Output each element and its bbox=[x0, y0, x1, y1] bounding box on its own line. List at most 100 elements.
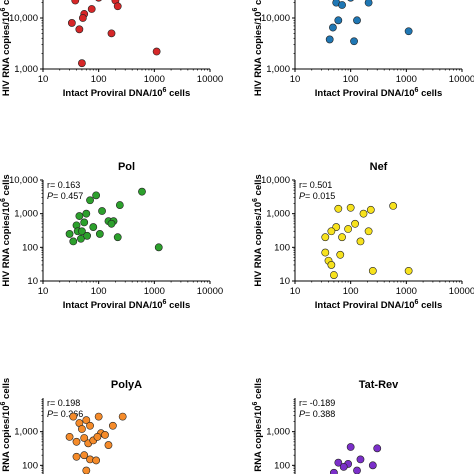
y-axis-title: HIV RNA copies/106 cells bbox=[252, 0, 264, 96]
data-point bbox=[87, 5, 96, 13]
y-tick-label: 1,000 bbox=[14, 209, 38, 220]
data-point bbox=[78, 59, 86, 68]
data-point bbox=[77, 234, 85, 243]
data-point bbox=[108, 421, 117, 430]
data-point bbox=[138, 187, 146, 196]
data-point bbox=[78, 425, 86, 433]
x-tick-label: 1000 bbox=[144, 286, 165, 297]
data-point bbox=[364, 227, 373, 236]
data-point bbox=[86, 196, 94, 205]
y-tick-label: 1,000 bbox=[266, 64, 290, 75]
data-point bbox=[353, 466, 361, 474]
data-point bbox=[339, 462, 348, 471]
data-point bbox=[404, 27, 413, 36]
data-point bbox=[80, 434, 89, 442]
y-tick-label: 1,000 bbox=[14, 427, 38, 438]
y-tick-label: 100 bbox=[274, 242, 290, 253]
y-tick-label: 1,000 bbox=[266, 427, 290, 438]
data-point bbox=[92, 191, 101, 200]
data-point bbox=[107, 29, 116, 38]
x-tick-label: 100 bbox=[343, 74, 359, 85]
x-tick-label: 10000 bbox=[449, 286, 474, 297]
data-point bbox=[86, 421, 94, 430]
data-point bbox=[154, 243, 163, 252]
data-point bbox=[71, 0, 80, 5]
data-point bbox=[107, 219, 116, 228]
chart-panel-2: 1,000 10,000 10 100 1000 10000 Intact Proviral… bbox=[252, 0, 474, 99]
data-point bbox=[67, 19, 76, 27]
stat-p: P= 0.388 bbox=[299, 409, 335, 419]
data-point bbox=[82, 416, 91, 425]
stat-r: r= 0.198 bbox=[47, 398, 80, 408]
y-axis-title: HIV RNA copies/106 cells bbox=[252, 174, 264, 286]
data-point bbox=[94, 412, 103, 421]
data-point bbox=[364, 0, 373, 7]
data-point bbox=[389, 202, 398, 210]
y-axis-title: HIV RNA copies/106 cells bbox=[0, 378, 12, 474]
x-tick-label: 10000 bbox=[197, 286, 223, 297]
data-point bbox=[75, 212, 84, 220]
data-point bbox=[65, 230, 74, 238]
data-point bbox=[346, 443, 355, 451]
x-tick-label: 100 bbox=[91, 74, 107, 85]
data-point bbox=[80, 218, 89, 227]
x-tick-label: 100 bbox=[91, 286, 107, 297]
data-point bbox=[404, 266, 413, 275]
stat-r: r= 0.163 bbox=[47, 180, 80, 190]
data-point bbox=[95, 230, 104, 238]
panel-title: PolyA bbox=[111, 379, 142, 391]
data-point bbox=[356, 455, 365, 464]
data-point bbox=[72, 437, 81, 446]
data-point bbox=[83, 231, 92, 240]
x-tick-label: 10 bbox=[290, 74, 301, 85]
data-point bbox=[368, 266, 377, 275]
data-point bbox=[350, 37, 358, 46]
data-point bbox=[329, 23, 337, 32]
data-point bbox=[115, 201, 124, 209]
data-point bbox=[98, 207, 106, 215]
panel-title: Tat-Rev bbox=[359, 379, 399, 391]
data-point bbox=[373, 444, 382, 453]
y-axis-title: HIV RNA copies/106 cells bbox=[0, 0, 12, 96]
data-point bbox=[347, 0, 354, 2]
data-point bbox=[69, 412, 78, 421]
data-point bbox=[113, 233, 122, 242]
data-point bbox=[325, 35, 334, 44]
x-tick-label: 100 bbox=[343, 286, 359, 297]
y-tick-label: 100 bbox=[22, 242, 38, 253]
data-point bbox=[65, 432, 74, 441]
data-point bbox=[330, 468, 338, 474]
x-axis-title: Intact Proviral DNA/106 cells bbox=[315, 87, 442, 99]
chart-panel-3: 10 100 1,000 10,000 10 100 1000 10000 Intact Pro… bbox=[0, 161, 223, 311]
y-tick-label: 10 bbox=[27, 276, 38, 287]
panel-title: Nef bbox=[370, 161, 388, 173]
y-tick-label: 1,000 bbox=[14, 64, 38, 75]
data-point bbox=[338, 233, 346, 242]
y-axis-title: HIV RNA copies/106 cells bbox=[0, 174, 12, 286]
y-tick-label: 10,000 bbox=[261, 13, 290, 24]
data-point bbox=[95, 0, 102, 2]
x-tick-label: 1000 bbox=[396, 74, 417, 85]
x-tick-label: 1000 bbox=[144, 74, 165, 85]
x-tick-label: 1000 bbox=[396, 286, 417, 297]
data-point bbox=[113, 2, 122, 11]
data-point bbox=[78, 227, 86, 236]
data-point bbox=[344, 225, 353, 233]
data-point bbox=[334, 16, 343, 25]
data-point bbox=[321, 233, 330, 242]
data-point bbox=[78, 14, 87, 22]
data-point bbox=[152, 47, 161, 56]
y-tick-label: 1,000 bbox=[266, 209, 290, 220]
y-tick-label: 10 bbox=[279, 276, 290, 287]
data-point bbox=[334, 458, 343, 467]
y-tick-label: 10,000 bbox=[9, 175, 38, 186]
stat-p: P= 0.457 bbox=[47, 191, 83, 201]
data-point bbox=[330, 271, 338, 279]
data-point bbox=[75, 25, 84, 34]
data-point bbox=[336, 250, 345, 259]
data-point bbox=[327, 227, 336, 236]
x-tick-label: 10 bbox=[38, 286, 49, 297]
data-point bbox=[101, 431, 109, 439]
stat-r: r= -0.189 bbox=[299, 398, 335, 408]
